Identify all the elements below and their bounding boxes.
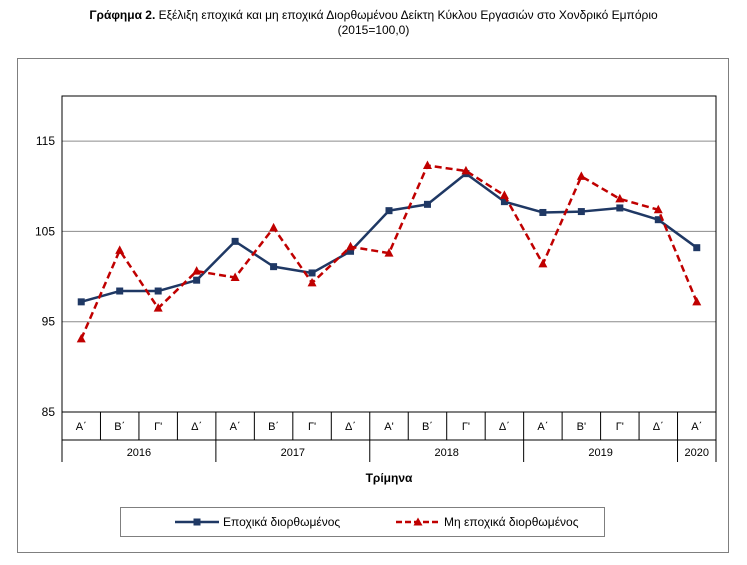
data-point-nonseasonal — [230, 272, 240, 281]
y-tick-label: 85 — [42, 405, 56, 419]
chart-frame — [17, 58, 729, 553]
y-tick-label: 105 — [35, 224, 55, 238]
x-tick-label: Γ' — [462, 421, 470, 433]
y-tick-label: 95 — [42, 315, 56, 329]
data-point-seasonal — [577, 208, 585, 216]
data-point-nonseasonal — [422, 160, 432, 170]
series-line-0 — [80, 172, 698, 304]
year-label: 2019 — [588, 447, 612, 459]
data-point-seasonal — [616, 204, 624, 212]
x-tick-label: Δ΄ — [653, 421, 664, 433]
chart-title-text: Εξέλιξη εποχικά και μη εποχικά Διορθωμέν… — [155, 8, 658, 22]
x-tick-label: Β' — [577, 421, 586, 433]
x-tick-label: Δ΄ — [499, 421, 510, 433]
year-label: 2018 — [434, 447, 458, 459]
data-point-nonseasonal — [499, 190, 509, 199]
data-point-seasonal — [423, 200, 431, 208]
x-tick-label: Α΄ — [537, 421, 548, 433]
x-tick-label: Α΄ — [76, 421, 87, 433]
x-tick-label: Γ' — [154, 421, 162, 433]
legend-swatch-seasonal — [175, 518, 219, 526]
data-point-nonseasonal — [115, 245, 125, 254]
x-tick-label: Γ' — [616, 421, 624, 433]
y-tick-label: 115 — [36, 134, 55, 148]
data-point-seasonal — [500, 198, 508, 206]
data-point-nonseasonal — [153, 303, 163, 312]
data-point-seasonal — [347, 247, 355, 255]
data-point-seasonal — [116, 287, 124, 295]
data-point-seasonal — [693, 244, 701, 252]
data-point-nonseasonal — [461, 165, 471, 175]
data-point-nonseasonal — [76, 333, 86, 343]
x-tick-label: Β΄ — [114, 421, 125, 433]
data-point-nonseasonal — [307, 277, 317, 287]
x-tick-label: Β΄ — [268, 421, 279, 433]
plot-area — [61, 95, 717, 413]
data-point-nonseasonal — [576, 171, 586, 180]
data-point-seasonal — [270, 263, 278, 271]
chart-subtitle: (2015=100,0) — [337, 23, 410, 37]
year-label: 2016 — [127, 447, 151, 459]
x-tick-label: Δ΄ — [191, 421, 202, 433]
data-point-nonseasonal — [653, 204, 663, 214]
year-label: 2017 — [281, 447, 305, 459]
data-point-nonseasonal — [615, 193, 625, 203]
data-point-seasonal — [308, 269, 316, 277]
x-tick-label: Δ΄ — [345, 421, 356, 433]
x-tick-label: Α΄ — [230, 421, 241, 433]
data-point-nonseasonal — [384, 248, 394, 257]
year-label: 2020 — [685, 447, 709, 459]
legend-item-seasonal: Εποχικά διορθωμένος — [175, 508, 340, 536]
chart-title-bold: Γράφημα 2. — [89, 8, 156, 22]
legend-swatch-nonseasonal — [396, 517, 440, 526]
x-axis-title: Τρίμηνα — [366, 471, 413, 485]
chart-legend: Εποχικά διορθωμένος Μη εποχικά διορθωμέν… — [120, 507, 605, 537]
data-point-nonseasonal — [269, 222, 279, 232]
x-tick-label: Γ' — [308, 421, 316, 433]
x-tick-label: Β΄ — [422, 421, 433, 433]
data-point-seasonal — [154, 287, 162, 295]
data-point-nonseasonal — [538, 258, 548, 268]
legend-item-nonseasonal: Μη εποχικά διορθωμένος — [396, 508, 579, 536]
x-tick-label: Α' — [384, 421, 393, 433]
data-point-seasonal — [77, 298, 85, 306]
data-point-nonseasonal — [346, 241, 356, 251]
legend-label-seasonal: Εποχικά διορθωμένος — [223, 515, 341, 529]
data-point-seasonal — [654, 216, 662, 224]
data-point-seasonal — [385, 207, 393, 215]
chart-title: Γράφημα 2. Εξέλιξη εποχικά και μη εποχικ… — [0, 8, 747, 38]
x-tick-label: Α΄ — [691, 421, 702, 433]
series-line-1 — [80, 164, 698, 340]
data-point-nonseasonal — [192, 266, 202, 275]
data-point-seasonal — [539, 208, 547, 216]
legend-label-nonseasonal: Μη εποχικά διορθωμένος — [444, 515, 579, 529]
data-point-nonseasonal — [692, 296, 702, 306]
data-point-seasonal — [231, 237, 239, 245]
data-point-seasonal — [193, 276, 201, 284]
